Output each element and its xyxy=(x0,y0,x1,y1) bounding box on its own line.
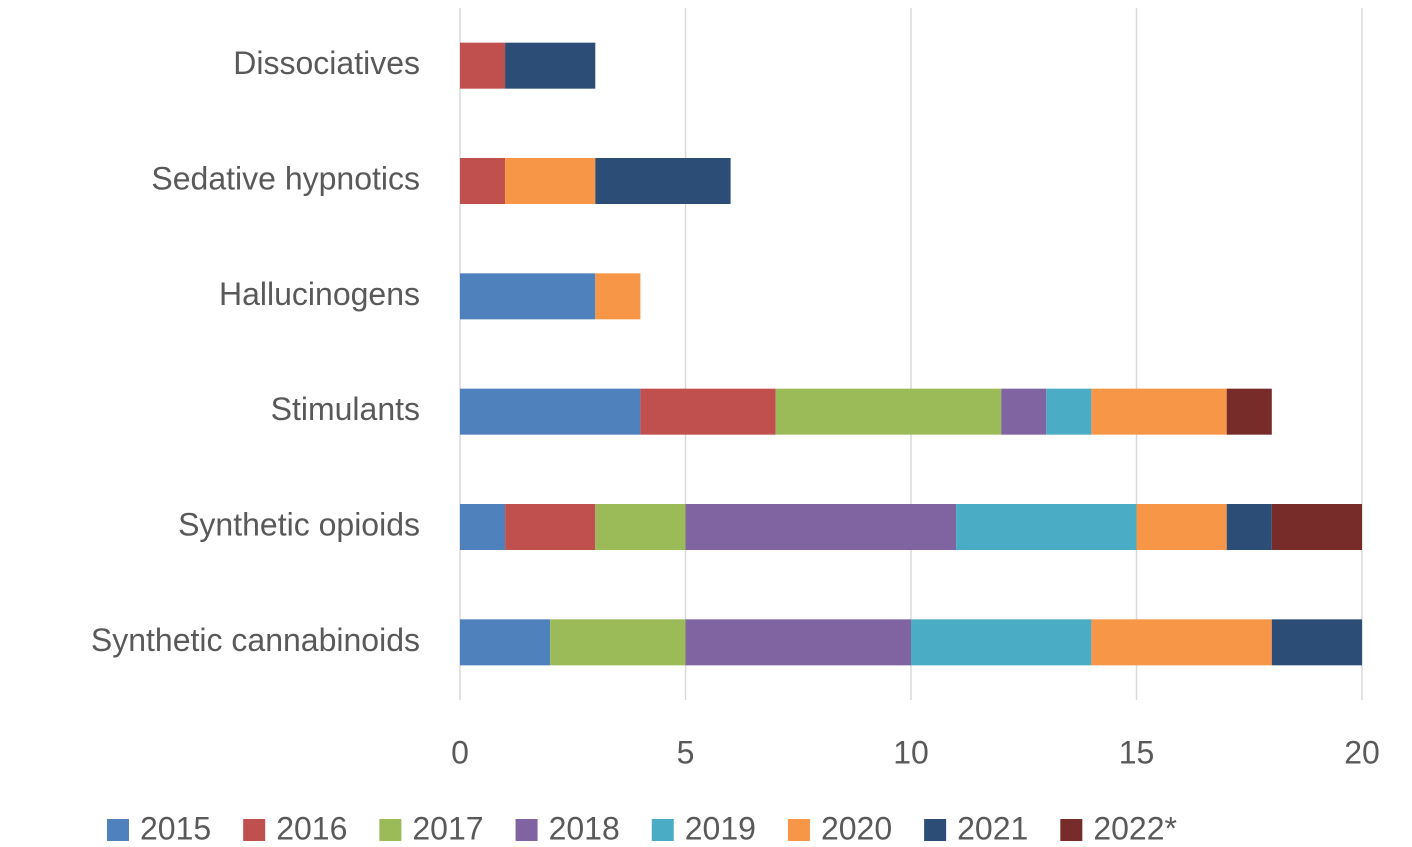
y-tick-label: Stimulants xyxy=(271,391,420,427)
legend-label: 2018 xyxy=(549,810,620,846)
bar-segment xyxy=(911,619,1092,666)
bar-segment xyxy=(505,42,596,89)
bar-segment xyxy=(595,504,686,550)
y-tick-label: Synthetic opioids xyxy=(178,506,420,542)
legend-label: 2021 xyxy=(957,810,1028,846)
legend-swatch xyxy=(787,819,810,841)
bar-segment xyxy=(460,504,506,550)
bar-segment xyxy=(595,273,641,320)
x-tick-label: 10 xyxy=(893,734,929,770)
bar-segment xyxy=(505,158,596,204)
legend-swatch xyxy=(107,819,129,841)
bar-segment xyxy=(956,504,1137,550)
bar-segment xyxy=(595,158,731,204)
y-tick-label: Synthetic cannabinoids xyxy=(91,622,420,658)
bar-segment xyxy=(460,158,506,204)
legend-label: 2020 xyxy=(821,810,892,846)
legend-label: 2015 xyxy=(140,810,211,846)
x-tick-label: 5 xyxy=(677,734,695,770)
x-tick-label: 0 xyxy=(451,734,469,770)
y-tick-label: Dissociatives xyxy=(233,45,420,81)
legend-swatch xyxy=(1060,819,1083,841)
bar-segment xyxy=(685,504,957,550)
bar-segment xyxy=(550,619,686,666)
legend-label: 2022* xyxy=(1093,810,1177,846)
legend-swatch xyxy=(924,819,947,841)
bar-segment xyxy=(1271,504,1362,550)
bar-segment xyxy=(1091,619,1272,666)
y-tick-label: Hallucinogens xyxy=(219,276,420,312)
bar-segment xyxy=(1046,388,1092,435)
bar-segment xyxy=(1271,619,1362,666)
bar-segment xyxy=(1091,388,1227,435)
bar-segment xyxy=(1226,388,1272,435)
bar-segment xyxy=(460,42,506,89)
bar-segment xyxy=(460,273,596,320)
legend-swatch xyxy=(515,819,538,841)
legend-swatch xyxy=(243,819,266,841)
x-tick-label: 15 xyxy=(1119,734,1155,770)
bar-segment xyxy=(460,388,641,435)
bar-segment xyxy=(505,504,596,550)
y-tick-label: Sedative hypnotics xyxy=(151,160,420,196)
legend-swatch xyxy=(651,819,674,841)
legend-label: 2016 xyxy=(276,810,347,846)
bar-segment xyxy=(1001,388,1047,435)
bar-segment xyxy=(460,619,551,666)
x-tick-label: 20 xyxy=(1344,734,1380,770)
bar-segment xyxy=(1136,504,1227,550)
bar-segment xyxy=(1226,504,1272,550)
bar-segment xyxy=(685,619,911,666)
legend-label: 2017 xyxy=(412,810,483,846)
bar-segment xyxy=(640,388,776,435)
bar-segment xyxy=(775,388,1002,435)
legend-swatch xyxy=(379,819,402,841)
legend-label: 2019 xyxy=(685,810,756,846)
